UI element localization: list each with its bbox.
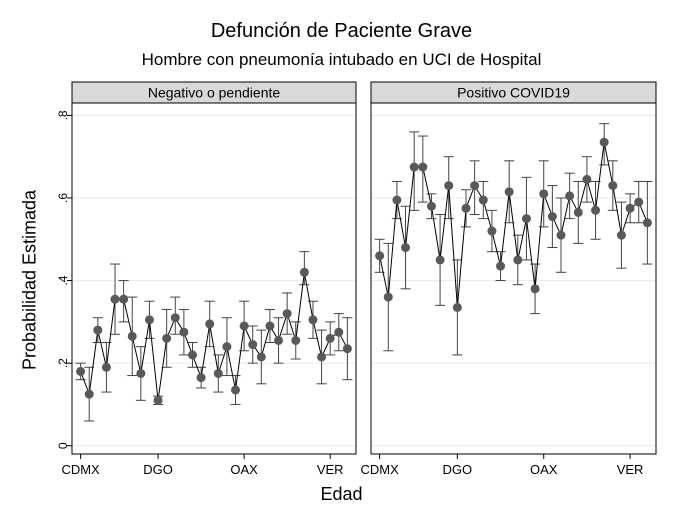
data-point xyxy=(119,294,129,304)
data-point xyxy=(426,201,436,211)
data-point xyxy=(496,261,506,271)
x-tick-label: OAX xyxy=(530,462,558,477)
x-tick-label: DGO xyxy=(443,462,473,477)
data-point xyxy=(282,309,292,319)
panel-header-label: Negativo o pendiente xyxy=(148,85,281,101)
series-line xyxy=(80,272,348,401)
data-point xyxy=(444,181,454,191)
x-tick-label: CDMX xyxy=(360,462,399,477)
data-point xyxy=(608,181,618,191)
data-point xyxy=(418,162,428,172)
data-point xyxy=(213,368,223,378)
data-point xyxy=(591,205,601,215)
data-point xyxy=(547,212,557,222)
y-tick-label: 0 xyxy=(56,442,70,449)
data-point xyxy=(144,315,154,325)
y-axis-label: Probabilidad Estimada xyxy=(19,189,40,371)
data-point xyxy=(153,395,163,405)
data-point xyxy=(409,162,419,172)
data-point xyxy=(435,255,445,265)
chart-title: Defunción de Paciente Grave xyxy=(210,20,473,42)
data-point xyxy=(162,333,172,343)
chart-subtitle: Hombre con pneumonía intubado en UCI de … xyxy=(141,50,542,69)
data-point xyxy=(625,203,635,213)
y-tick-label: .6 xyxy=(56,193,70,203)
x-axis-label: Edad xyxy=(320,484,363,504)
data-point xyxy=(179,327,189,337)
data-point xyxy=(392,195,402,205)
data-point xyxy=(84,389,94,399)
x-tick-label: OAX xyxy=(230,462,258,477)
data-point xyxy=(101,362,111,372)
data-point xyxy=(222,342,232,352)
data-point xyxy=(470,181,480,191)
data-point xyxy=(582,174,592,184)
data-point xyxy=(634,197,644,207)
data-point xyxy=(401,243,411,253)
data-point xyxy=(231,385,241,395)
x-tick-label: DGO xyxy=(143,462,173,477)
data-point xyxy=(383,292,393,302)
data-point xyxy=(196,373,206,383)
data-point xyxy=(248,340,258,350)
data-point xyxy=(299,267,309,277)
data-point xyxy=(334,327,344,337)
data-point xyxy=(504,187,514,197)
data-point xyxy=(513,255,523,265)
data-point xyxy=(127,331,137,341)
data-point xyxy=(521,214,531,224)
x-tick-label: VER xyxy=(317,462,344,477)
data-point xyxy=(530,284,540,294)
data-point xyxy=(308,315,318,325)
data-point xyxy=(375,251,385,261)
data-point xyxy=(265,321,275,331)
panel-frame xyxy=(370,102,657,455)
data-point xyxy=(599,137,609,147)
y-tick-label: .8 xyxy=(56,110,70,120)
data-point xyxy=(256,352,266,362)
data-point xyxy=(478,195,488,205)
data-point xyxy=(616,230,626,240)
data-point xyxy=(452,302,462,312)
data-point xyxy=(110,294,120,304)
data-point xyxy=(487,226,497,236)
data-point xyxy=(187,350,197,360)
data-point xyxy=(136,368,146,378)
y-tick-label: .4 xyxy=(56,275,70,285)
data-point xyxy=(642,218,652,228)
x-tick-label: VER xyxy=(617,462,644,477)
data-point xyxy=(274,335,284,345)
data-point xyxy=(342,344,352,354)
data-point xyxy=(205,319,215,329)
series-line xyxy=(379,142,648,308)
x-tick-label: CDMX xyxy=(61,462,100,477)
y-tick-label: .2 xyxy=(56,358,70,368)
data-point xyxy=(93,325,103,335)
data-point xyxy=(291,335,301,345)
data-point xyxy=(170,313,180,323)
data-point xyxy=(317,352,327,362)
data-point xyxy=(556,230,566,240)
panel-frame xyxy=(71,102,357,455)
data-point xyxy=(461,203,471,213)
data-point xyxy=(325,333,335,343)
data-point xyxy=(239,321,249,331)
data-point xyxy=(565,191,575,201)
data-point xyxy=(573,207,583,217)
panel-header-label: Positivo COVID19 xyxy=(457,85,570,101)
data-point xyxy=(76,366,86,376)
data-point xyxy=(539,189,549,199)
